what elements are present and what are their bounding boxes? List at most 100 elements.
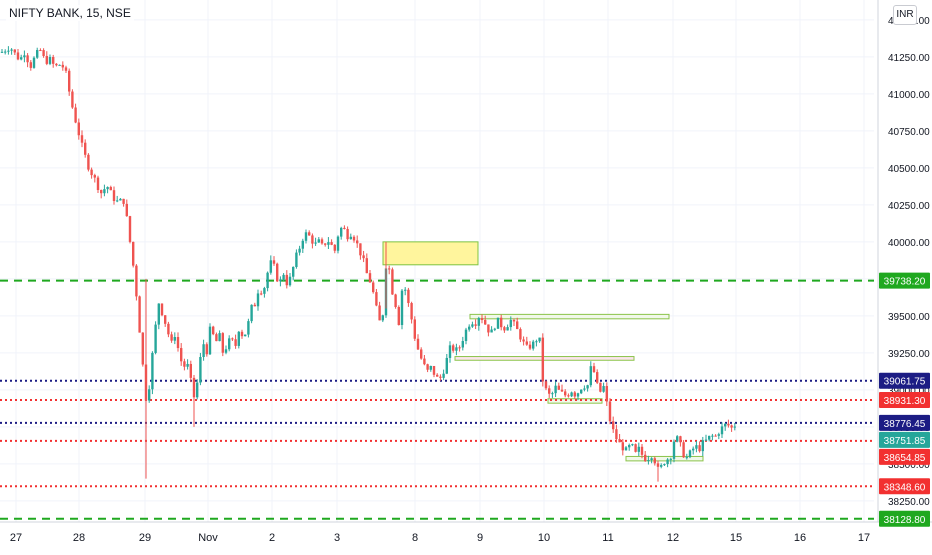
candle-body — [80, 135, 84, 143]
price-tag-bg — [879, 510, 930, 527]
y-tick-label: 40500.00 — [888, 164, 930, 175]
candle-body — [669, 458, 672, 460]
candle-body — [356, 240, 359, 244]
x-tick-label: 16 — [794, 532, 806, 544]
candle-body — [71, 91, 74, 108]
candle-body — [183, 361, 186, 367]
candle-body — [512, 320, 516, 322]
candle-body — [452, 345, 455, 351]
candle-body — [292, 266, 295, 277]
candle-body — [61, 64, 64, 68]
candle-body — [375, 292, 378, 306]
candle-body — [685, 457, 688, 459]
price-tag-label: 38931.30 — [884, 396, 926, 407]
candle-body — [26, 55, 29, 63]
candle-body — [250, 304, 253, 322]
candle-body — [234, 339, 237, 346]
candle-body — [471, 324, 474, 327]
price-tag-label: 39738.20 — [884, 277, 926, 288]
candle-body — [388, 268, 391, 270]
y-tick-label: 41250.00 — [888, 53, 930, 64]
price-tag-bg — [879, 392, 930, 409]
candle-body — [557, 385, 560, 390]
candle-body — [311, 235, 314, 244]
candle-body — [474, 324, 477, 326]
candle-body — [487, 324, 490, 333]
candle-body — [279, 279, 282, 282]
candle-body — [701, 440, 704, 452]
candle-body — [423, 358, 426, 365]
candle-body — [506, 327, 509, 331]
candle-body — [138, 296, 141, 333]
candle-body — [500, 317, 503, 328]
candle-body — [84, 142, 87, 155]
candle-body — [621, 442, 624, 451]
y-tick-label: 40250.00 — [888, 201, 930, 212]
candle-body — [461, 341, 464, 348]
candle-body — [160, 303, 164, 316]
candle-body — [484, 319, 487, 325]
candle-body — [96, 177, 100, 191]
candle-body — [135, 265, 138, 297]
chart-title: NIFTY BANK, 15, NSE — [6, 5, 134, 21]
candle-body — [231, 338, 234, 340]
candle-body — [455, 347, 458, 351]
candle-body — [253, 304, 256, 307]
candle-body — [634, 444, 637, 452]
candle-body — [516, 321, 519, 330]
candle-body — [381, 315, 384, 321]
candle-body — [378, 305, 381, 321]
candle-body — [269, 260, 272, 273]
candle-body — [365, 258, 368, 274]
candle-body — [23, 55, 26, 58]
candle-body — [359, 243, 362, 256]
x-tick-label: 8 — [412, 532, 418, 544]
price-tags: 39738.20 39061.75 38931.30 38776.45 38751.85… — [879, 272, 930, 527]
price-tag-bg — [879, 414, 930, 431]
candle-body — [567, 395, 570, 397]
candle-body — [157, 303, 160, 325]
candle-body — [704, 439, 708, 441]
candle-body — [20, 57, 23, 60]
candle-body — [7, 50, 10, 52]
candle-body — [122, 198, 125, 204]
price-tag-bg — [879, 431, 930, 448]
candle-body — [4, 51, 7, 53]
x-tick-label: 12 — [667, 532, 679, 544]
candle-body — [695, 445, 698, 449]
candle-body — [39, 50, 42, 52]
candle-body — [688, 450, 692, 458]
candle-body — [16, 52, 20, 60]
candle-body — [55, 63, 58, 66]
candle-body — [522, 339, 525, 342]
y-tick-label: 39250.00 — [888, 349, 930, 360]
candle-body — [413, 319, 416, 339]
candle-body — [240, 331, 244, 337]
candle-body — [228, 338, 231, 350]
candle-body — [295, 252, 298, 267]
y-tick-label: 39000.00 — [888, 386, 930, 397]
candle-body — [304, 232, 308, 241]
candle-body — [589, 366, 592, 386]
candle-body — [330, 242, 333, 245]
candle-body — [333, 244, 336, 251]
candle-body — [519, 329, 522, 340]
candle-body — [586, 385, 589, 389]
candle-body — [720, 426, 724, 435]
candle-body — [442, 373, 445, 378]
price-tag-bg — [879, 448, 930, 465]
y-tick-label: 38500.00 — [888, 460, 930, 471]
x-tick-label: Nov — [198, 532, 218, 544]
candle-body — [64, 67, 68, 71]
candle-body — [407, 289, 410, 304]
candle-body — [410, 303, 413, 320]
candle-body — [340, 227, 343, 237]
candle-body — [535, 341, 538, 343]
candle-body — [628, 445, 631, 448]
currency-button[interactable]: INR — [893, 5, 917, 25]
candle-body — [477, 318, 480, 326]
candle-body — [42, 50, 45, 56]
zone-supply — [454, 356, 635, 361]
